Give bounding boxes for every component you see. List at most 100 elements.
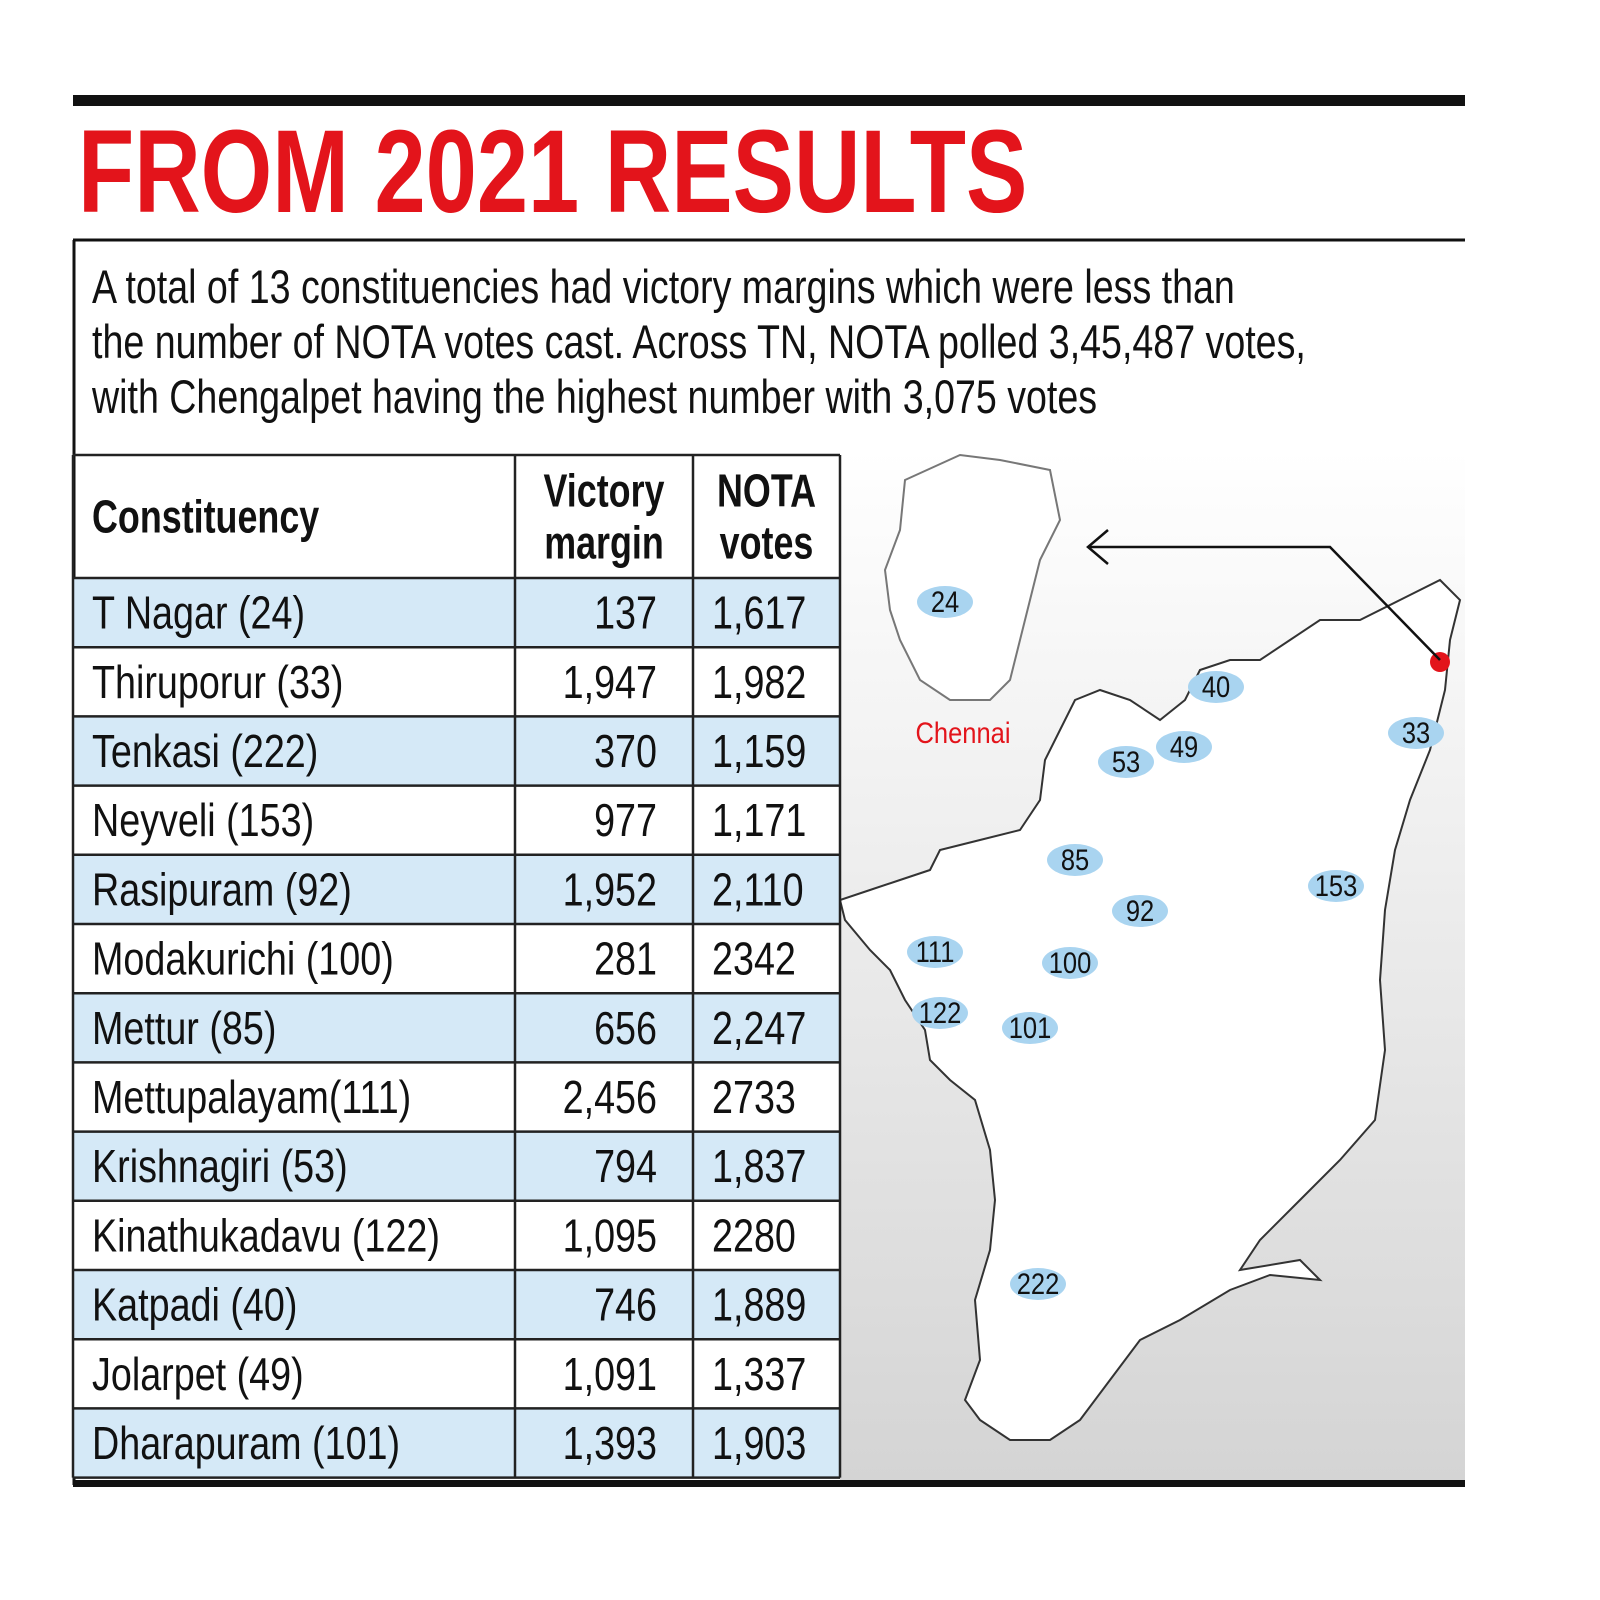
- cell-constituency: Rasipuram (92): [92, 864, 352, 915]
- cell-margin-group: 656: [594, 1002, 657, 1053]
- cell-constituency: Dharapuram (101): [92, 1417, 400, 1468]
- cell-margin-group: 2,456: [563, 1071, 657, 1122]
- cell-margin: 977: [594, 795, 657, 846]
- map-label: 92: [1126, 894, 1154, 927]
- cell-nota-group: 1,982: [712, 656, 806, 707]
- column-header-group: NOTA: [717, 465, 816, 516]
- cell-margin-group: 746: [594, 1279, 657, 1330]
- cell-margin-group: 281: [594, 933, 657, 984]
- column-header: Victory: [544, 465, 665, 516]
- cell-nota-group: 1,159: [712, 725, 806, 776]
- cell-constituency: Neyveli (153): [92, 795, 314, 846]
- tn-map: [838, 578, 1462, 1441]
- constituency-highlight: [1002, 1012, 1058, 1044]
- row-bg: [73, 1408, 840, 1478]
- cell-constituency: Modakurichi (100): [92, 933, 394, 984]
- cell-nota-group: 1,837: [712, 1141, 806, 1192]
- cell-constituency: Krishnagiri (53): [92, 1141, 348, 1192]
- map-label-group: 33: [1402, 716, 1430, 749]
- cell-nota-group: 2342: [712, 933, 796, 984]
- cell-nota: 1,159: [712, 725, 806, 776]
- cell-constituency-group: Modakurichi (100): [92, 933, 394, 984]
- cell-constituency-group: Thiruporur (33): [92, 656, 343, 707]
- cell-nota: 2,247: [712, 1002, 806, 1053]
- cell-constituency-group: Mettupalayam(111): [92, 1071, 411, 1122]
- cell-margin: 137: [594, 587, 657, 638]
- cell-constituency: Katpadi (40): [92, 1279, 297, 1330]
- cell-nota-group: 1,617: [712, 587, 806, 638]
- row-bg: [73, 993, 840, 1063]
- cell-constituency-group: T Nagar (24): [92, 587, 305, 638]
- map-label-group: 92: [1126, 894, 1154, 927]
- cell-margin: 281: [594, 933, 657, 984]
- inset-label: Chennai: [916, 716, 1011, 749]
- column-header: margin: [544, 517, 664, 568]
- cell-nota-group: 2,247: [712, 1002, 806, 1053]
- cell-margin-group: 137: [594, 587, 657, 638]
- row-bg: [73, 1339, 840, 1409]
- cell-margin-group: 1,091: [563, 1348, 657, 1399]
- row-bg: [73, 1131, 840, 1201]
- map-label: 49: [1170, 730, 1198, 763]
- cell-margin: 746: [594, 1279, 657, 1330]
- cell-constituency-group: Dharapuram (101): [92, 1417, 400, 1468]
- chennai-inset: [883, 453, 1062, 701]
- row-bg: [73, 1062, 840, 1132]
- cell-margin-group: 794: [594, 1141, 657, 1192]
- cell-constituency: Kinathukadavu (122): [92, 1210, 440, 1261]
- bottom-rule: [73, 1480, 1465, 1487]
- row-bg: [73, 785, 840, 855]
- constituency-highlight: [1156, 731, 1212, 763]
- cell-nota: 1,982: [712, 656, 806, 707]
- cell-margin-group: 1,952: [563, 864, 657, 915]
- cell-nota: 1,171: [712, 795, 806, 846]
- map-label: 24: [931, 585, 959, 618]
- cell-nota: 2280: [712, 1210, 796, 1261]
- cell-constituency: Mettupalayam(111): [92, 1071, 411, 1122]
- row-bg: [73, 1270, 840, 1340]
- map-label: 153: [1315, 869, 1358, 902]
- cell-constituency: Thiruporur (33): [92, 656, 343, 707]
- map-label-group: 122: [919, 996, 962, 1029]
- map-label: 222: [1017, 1267, 1060, 1300]
- row-bg: [73, 1200, 840, 1270]
- map-label-group: 49: [1170, 730, 1198, 763]
- cell-constituency-group: Katpadi (40): [92, 1279, 297, 1330]
- cell-margin-group: 1,095: [563, 1210, 657, 1261]
- cell-margin: 1,952: [563, 864, 657, 915]
- column-header-group: votes: [720, 517, 814, 568]
- intro-line: with Chengalpet having the highest numbe…: [91, 371, 1097, 424]
- cell-nota-group: 2733: [712, 1071, 796, 1122]
- constituency-highlight: [1188, 671, 1244, 703]
- intro-line: A total of 13 constituencies had victory…: [92, 261, 1235, 314]
- intro-line-group: with Chengalpet having the highest numbe…: [91, 371, 1097, 424]
- row-bg: [73, 924, 840, 994]
- cell-constituency-group: Krishnagiri (53): [92, 1141, 348, 1192]
- cell-constituency: Tenkasi (222): [92, 725, 318, 776]
- cell-constituency: Mettur (85): [92, 1002, 276, 1053]
- cell-nota-group: 2280: [712, 1210, 796, 1261]
- map-label: 100: [1049, 946, 1092, 979]
- cell-margin: 1,095: [563, 1210, 657, 1261]
- map-label-group: 100: [1049, 946, 1092, 979]
- map-label-group: 24: [931, 585, 959, 618]
- constituency-highlight: [912, 997, 968, 1029]
- cell-margin: 2,456: [563, 1071, 657, 1122]
- cell-nota-group: 1,889: [712, 1279, 806, 1330]
- cell-margin: 794: [594, 1141, 657, 1192]
- constituency-highlight: [1098, 746, 1154, 778]
- map-label-group: 101: [1009, 1011, 1052, 1044]
- top-rule: [73, 95, 1465, 106]
- intro-line: the number of NOTA votes cast. Across TN…: [92, 316, 1306, 369]
- map-label-group: 40: [1202, 670, 1230, 703]
- cell-constituency: T Nagar (24): [92, 587, 305, 638]
- cell-nota-group: 2,110: [712, 864, 804, 915]
- row-bg: [73, 854, 840, 924]
- cell-nota: 2,110: [712, 864, 804, 915]
- map-label: 40: [1202, 670, 1230, 703]
- cell-constituency-group: Jolarpet (49): [92, 1348, 304, 1399]
- cell-margin-group: 1,947: [563, 656, 657, 707]
- column-header: Constituency: [92, 491, 319, 542]
- cell-margin-group: 370: [594, 725, 657, 776]
